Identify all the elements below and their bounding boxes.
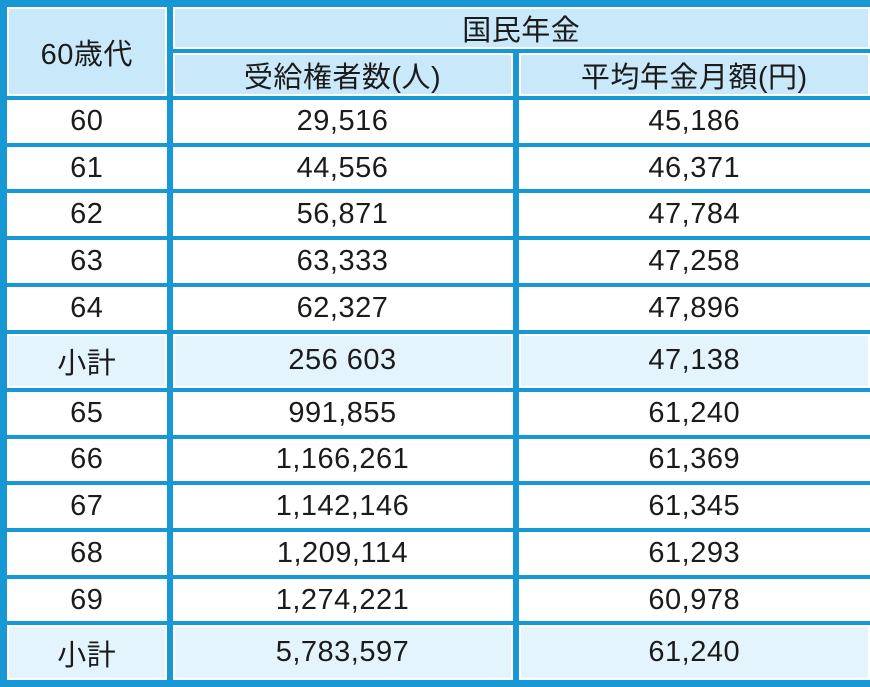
avg-pension-cell: 47,138: [512, 329, 870, 392]
subtotal-row: 小計 5,783,597 61,240: [0, 621, 870, 686]
avg-pension-cell: 61,345: [512, 481, 870, 532]
table-header: 60歳代 国民年金 受給権者数(人) 平均年金月額(円): [0, 1, 870, 100]
avg-pension-cell: 45,186: [512, 96, 870, 147]
avg-pension-cell: 61,369: [512, 434, 870, 486]
avg-pension-cell: 47,258: [512, 236, 870, 287]
table-row: 67 1,142,146 61,345: [0, 481, 870, 532]
table-row: 64 62,327 47,896: [0, 282, 870, 334]
table-row: 66 1,166,261 61,369: [0, 434, 870, 486]
age-cell: 69: [0, 574, 173, 626]
avg-pension-cell: 61,240: [512, 621, 870, 686]
age-cell: 小計: [0, 329, 173, 392]
avg-pension-cell: 47,784: [512, 189, 870, 241]
age-cell: 68: [0, 527, 173, 579]
recipients-cell: 5,783,597: [166, 621, 519, 686]
recipients-cell: 63,333: [166, 236, 519, 287]
recipients-cell: 256 603: [166, 329, 519, 392]
avg-pension-cell: 47,896: [512, 282, 870, 334]
table-row: 65 991,855 61,240: [0, 387, 870, 439]
age-cell: 60: [0, 96, 173, 147]
column-header-recipients: 受給権者数(人): [166, 49, 519, 100]
recipients-cell: 62,327: [166, 282, 519, 334]
age-cell: 63: [0, 236, 173, 287]
avg-pension-cell: 60,978: [512, 574, 870, 626]
age-cell: 67: [0, 481, 173, 532]
table-row: 61 44,556 46,371: [0, 142, 870, 194]
table-row: 60 29,516 45,186: [0, 96, 870, 147]
avg-pension-cell: 61,240: [512, 387, 870, 439]
column-header-row: 受給権者数(人) 平均年金月額(円): [4, 49, 870, 100]
age-cell: 64: [0, 282, 173, 334]
age-cell: 65: [0, 387, 173, 439]
table-row: 63 63,333 47,258: [0, 236, 870, 287]
recipients-cell: 29,516: [166, 96, 519, 147]
group-header-kokumin-nenkin: 国民年金: [166, 1, 870, 53]
group-header-row: 60歳代 国民年金: [0, 1, 870, 100]
avg-pension-cell: 61,293: [512, 527, 870, 579]
recipients-cell: 56,871: [166, 189, 519, 241]
table-row: 68 1,209,114 61,293: [0, 527, 870, 579]
recipients-cell: 1,209,114: [166, 527, 519, 579]
table-row: 62 56,871 47,784: [0, 189, 870, 241]
age-cell: 61: [0, 142, 173, 194]
corner-header-age-group: 60歳代: [0, 1, 173, 100]
recipients-cell: 1,142,146: [166, 481, 519, 532]
age-cell: 62: [0, 189, 173, 241]
recipients-cell: 1,166,261: [166, 434, 519, 486]
recipients-cell: 44,556: [166, 142, 519, 194]
subtotal-row: 小計 256 603 47,138: [0, 329, 870, 392]
table-row: 69 1,274,221 60,978: [0, 574, 870, 626]
age-cell: 小計: [0, 621, 173, 686]
recipients-cell: 1,274,221: [166, 574, 519, 626]
age-cell: 66: [0, 434, 173, 486]
column-header-avg-pension: 平均年金月額(円): [512, 49, 870, 100]
avg-pension-cell: 46,371: [512, 142, 870, 194]
table-body: 60 29,516 45,186 61 44,556 46,371 62 56,871 47,7…: [0, 96, 870, 686]
recipients-cell: 991,855: [166, 387, 519, 439]
